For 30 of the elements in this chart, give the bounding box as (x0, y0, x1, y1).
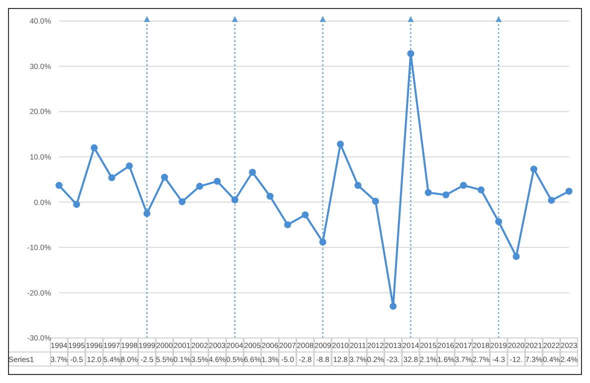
point (548, 196, 555, 204)
point (126, 162, 133, 170)
point (231, 196, 238, 204)
point (56, 182, 62, 189)
point (460, 182, 467, 189)
point (530, 166, 538, 173)
point (90, 144, 98, 152)
point (512, 252, 520, 260)
point (478, 186, 485, 194)
point (442, 191, 450, 198)
point (108, 174, 116, 182)
point (390, 302, 397, 310)
point (214, 178, 221, 185)
point (354, 182, 362, 189)
point (336, 140, 344, 148)
point (196, 182, 204, 190)
point (161, 174, 168, 181)
point (566, 188, 572, 195)
point (178, 198, 186, 206)
point (302, 211, 309, 218)
point (266, 192, 274, 200)
point (424, 189, 432, 196)
point (319, 238, 326, 246)
point (407, 50, 414, 58)
point (143, 210, 150, 217)
point (248, 168, 256, 176)
point (372, 198, 380, 205)
point (73, 200, 80, 208)
point (284, 221, 292, 228)
point (495, 218, 502, 226)
